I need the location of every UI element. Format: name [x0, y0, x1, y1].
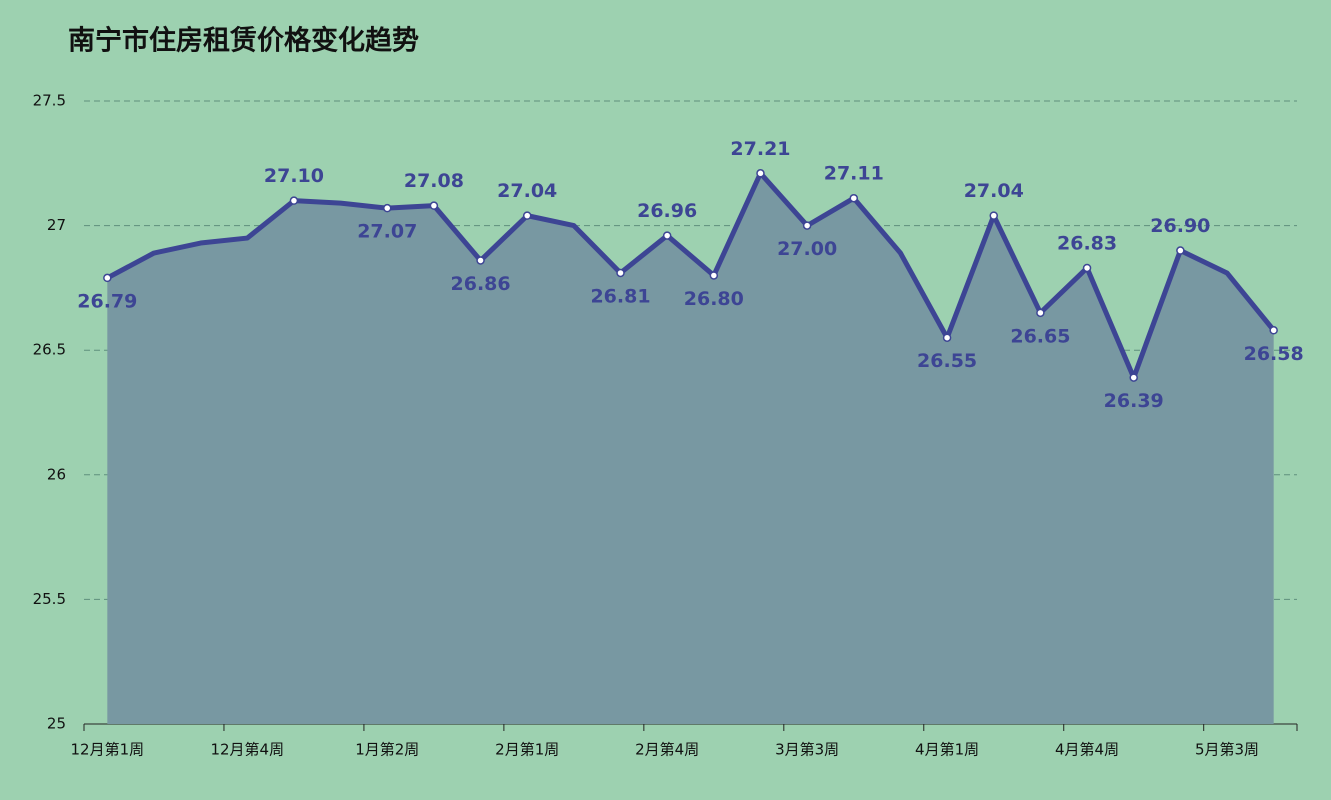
value-label: 27.08	[404, 170, 464, 192]
y-tick-label: 27	[47, 216, 66, 234]
point	[709, 271, 719, 280]
point	[942, 333, 952, 342]
point	[103, 273, 112, 283]
x-tick-label: 4月第1周	[915, 741, 979, 759]
point	[616, 268, 625, 278]
x-tick-label: 12月第4周	[210, 741, 284, 759]
area	[107, 173, 1274, 724]
x-tick-label: 2月第1周	[495, 741, 559, 759]
value-label: 27.07	[357, 221, 417, 243]
value-label: 26.65	[1010, 325, 1070, 347]
point	[802, 221, 812, 230]
value-label: 26.39	[1104, 390, 1164, 412]
x-tick-label: 1月第2周	[355, 741, 419, 759]
value-label: 27.11	[824, 163, 884, 185]
value-label: 27.04	[497, 180, 557, 202]
point	[1176, 246, 1185, 255]
value-label: 26.81	[590, 285, 650, 307]
value-label: 27.21	[730, 138, 790, 160]
y-tick-label: 26	[47, 465, 66, 483]
value-label: 27.00	[777, 238, 837, 260]
point	[1036, 308, 1045, 318]
y-tick-label: 26.5	[33, 341, 66, 359]
line	[106, 170, 1276, 381]
value-label: 26.96	[637, 200, 697, 222]
value-label: 26.55	[917, 350, 977, 372]
x-tick-label: 5月第3周	[1195, 741, 1259, 759]
point	[1082, 263, 1092, 273]
point	[522, 211, 532, 220]
point	[289, 196, 299, 205]
point	[662, 231, 672, 240]
point	[429, 201, 439, 210]
point	[1129, 373, 1138, 382]
value-label: 26.79	[77, 290, 137, 312]
value-label: 26.58	[1244, 343, 1304, 365]
point	[989, 211, 998, 220]
x-tick-label: 3月第3周	[775, 741, 839, 759]
point	[383, 203, 392, 213]
value-label: 26.80	[684, 288, 744, 310]
point	[476, 256, 485, 265]
value-label: 27.04	[964, 180, 1024, 202]
value-label: 26.83	[1057, 232, 1117, 254]
y-tick-label: 25	[47, 715, 66, 733]
x-tick-label: 2月第4周	[635, 741, 699, 759]
chart-title: 南宁市住房租赁价格变化趋势	[68, 25, 419, 57]
value-label: 26.86	[451, 273, 511, 295]
value-label: 27.10	[264, 165, 324, 187]
value-label: 26.90	[1150, 215, 1210, 237]
x-tick-label: 4月第4周	[1055, 741, 1119, 759]
x-tick-label: 12月第1周	[71, 741, 145, 759]
y-tick-label: 27.5	[33, 92, 66, 110]
point	[849, 193, 859, 203]
point	[1269, 326, 1278, 335]
y-tick-label: 25.5	[33, 590, 66, 608]
point	[756, 169, 765, 178]
